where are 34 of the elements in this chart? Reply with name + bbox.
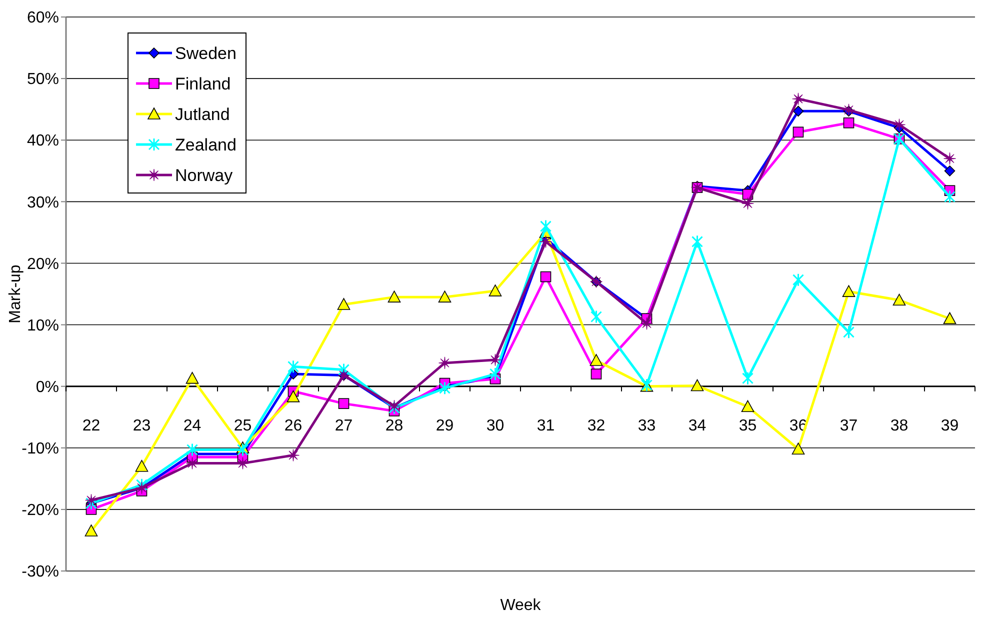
- x-tick-label: 29: [436, 417, 454, 434]
- x-tick-label: 25: [234, 417, 252, 434]
- x-tick-label: 23: [132, 417, 151, 434]
- legend-label: Jutland: [175, 104, 230, 124]
- y-tick-label: -30%: [22, 564, 59, 581]
- x-tick-label: 24: [183, 417, 202, 434]
- x-tick-label: 22: [82, 417, 100, 434]
- legend-label: Zealand: [175, 135, 236, 154]
- x-tick-label: 39: [940, 417, 959, 434]
- y-tick-label: 20%: [26, 256, 59, 273]
- x-tick-label: 27: [334, 417, 353, 434]
- x-tick-label: 34: [688, 417, 706, 434]
- y-tick-label: 60%: [26, 10, 59, 27]
- x-tick-label: 31: [536, 417, 555, 434]
- y-tick-label: 50%: [26, 71, 59, 88]
- legend-label: Sweden: [175, 44, 236, 63]
- y-tick-label: -20%: [22, 502, 59, 520]
- y-tick-label: 30%: [26, 194, 59, 212]
- y-tick-label: 0%: [36, 378, 59, 396]
- x-axis-title: Week: [500, 597, 542, 614]
- y-tick-label: -10%: [22, 440, 59, 458]
- x-tick-label: 32: [587, 417, 606, 434]
- y-axis-title: Mark-up: [7, 264, 24, 324]
- legend-label: Finland: [175, 74, 231, 94]
- x-tick-label: 33: [638, 417, 656, 434]
- legend-label: Norway: [175, 166, 234, 185]
- x-tick-label: 38: [890, 417, 908, 434]
- x-tick-label: 35: [738, 417, 757, 434]
- x-tick-label: 28: [385, 417, 404, 434]
- x-tick-label: 30: [486, 417, 504, 434]
- x-tick-label: 26: [284, 417, 302, 434]
- y-tick-label: 10%: [26, 317, 59, 334]
- y-tick-label: 40%: [26, 132, 59, 150]
- x-tick-label: 37: [840, 417, 858, 434]
